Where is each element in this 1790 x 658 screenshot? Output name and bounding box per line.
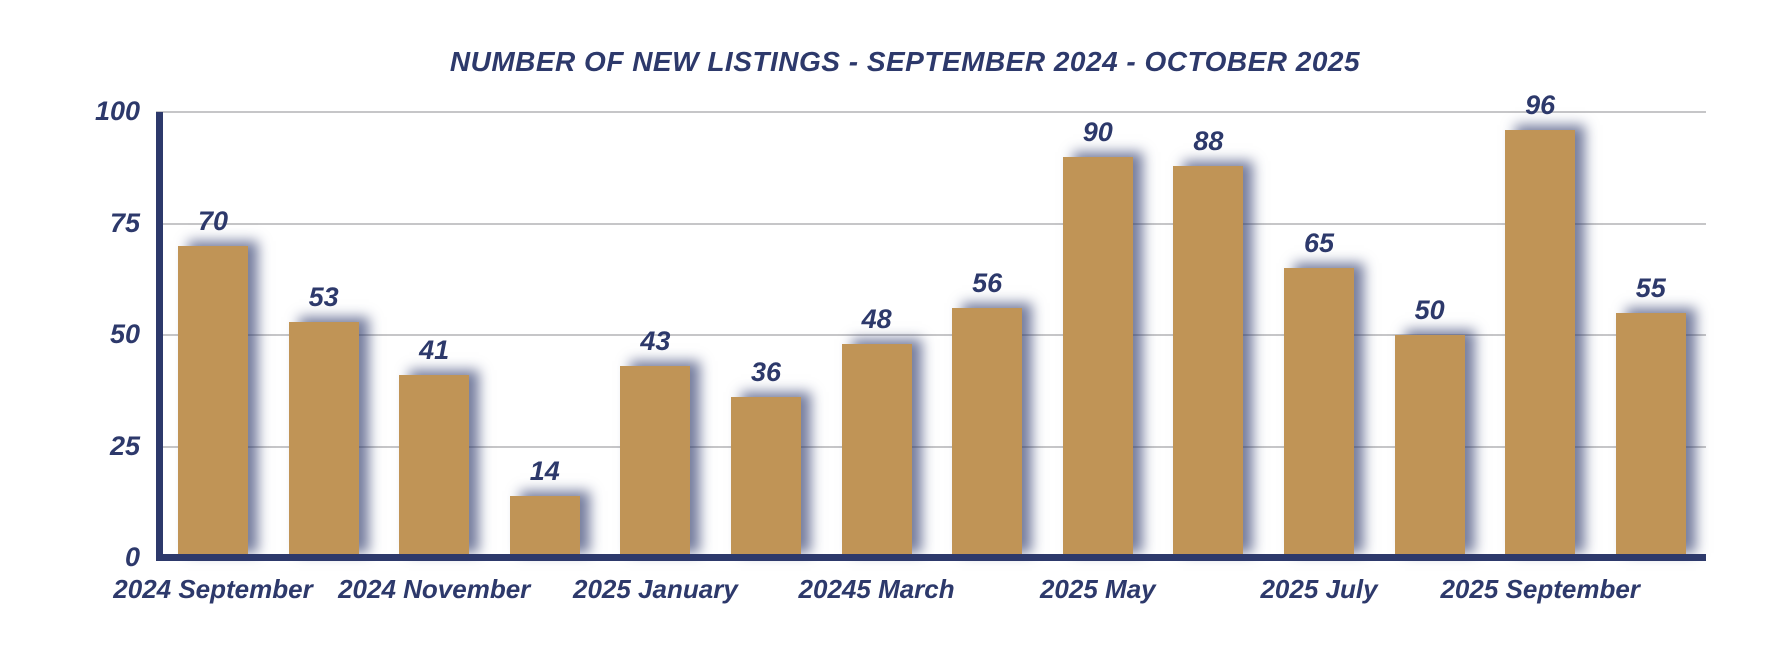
- bar-value-label: 41: [419, 335, 450, 366]
- y-tick-label: 0: [124, 542, 140, 572]
- bar: [399, 375, 470, 558]
- x-tick-label: 20245 March: [798, 574, 955, 604]
- bar-value-label: 48: [861, 303, 892, 334]
- y-axis-line: [156, 112, 163, 561]
- x-tick-label: 2025 September: [1440, 574, 1640, 604]
- bar: [731, 397, 801, 558]
- bar: [509, 495, 580, 558]
- y-tick-label: 100: [94, 96, 140, 126]
- bar-value-label: 65: [1303, 228, 1335, 259]
- bar: [1505, 129, 1576, 558]
- bar-value-label: 90: [1082, 116, 1113, 147]
- x-tick-label: 2025 May: [1039, 574, 1156, 604]
- bar-value-label: 14: [529, 455, 560, 486]
- x-tick-label: 2024 November: [338, 574, 531, 604]
- bar: [1173, 165, 1244, 558]
- x-tick-label: 2025 July: [1260, 574, 1378, 604]
- x-axis-line: [156, 554, 1706, 561]
- gridline: [156, 445, 1706, 448]
- plot-area: 0 25 50 75 100 70 53 41 14 43 36 48 56 90 88 65 50 96 55 20…: [95, 90, 1706, 604]
- bar: [1394, 335, 1465, 558]
- bar: [1062, 156, 1133, 558]
- bar-value-label: 50: [1414, 295, 1445, 325]
- bar: [620, 366, 691, 558]
- gridline: [156, 334, 1706, 336]
- bar: [178, 245, 248, 558]
- bar-value-label: 55: [1635, 272, 1666, 303]
- chart-title: NUMBER OF NEW LISTINGS - SEPTEMBER 2024 …: [449, 46, 1361, 77]
- bar-value-label: 88: [1193, 125, 1224, 156]
- y-tick-label: 75: [109, 207, 140, 238]
- bar: [1284, 268, 1354, 558]
- x-tick-label: 2025 January: [572, 574, 738, 604]
- bar: [1615, 312, 1686, 558]
- bar-value-label: 43: [640, 326, 671, 357]
- y-tick-label: 50: [109, 319, 140, 349]
- gridline: [156, 222, 1706, 225]
- x-tick-label: 2024 September: [113, 574, 313, 604]
- bar-value-label: 56: [972, 268, 1003, 299]
- bar: [841, 343, 912, 558]
- bar: [952, 308, 1023, 558]
- bar-value-label: 53: [308, 281, 339, 312]
- bar-value-label: 36: [750, 357, 782, 388]
- y-tick-label: 25: [109, 430, 140, 461]
- bar: [288, 321, 359, 558]
- bar-value-label: 70: [197, 205, 229, 236]
- bar-value-label: 96: [1525, 89, 1556, 120]
- gridline: [156, 111, 1706, 113]
